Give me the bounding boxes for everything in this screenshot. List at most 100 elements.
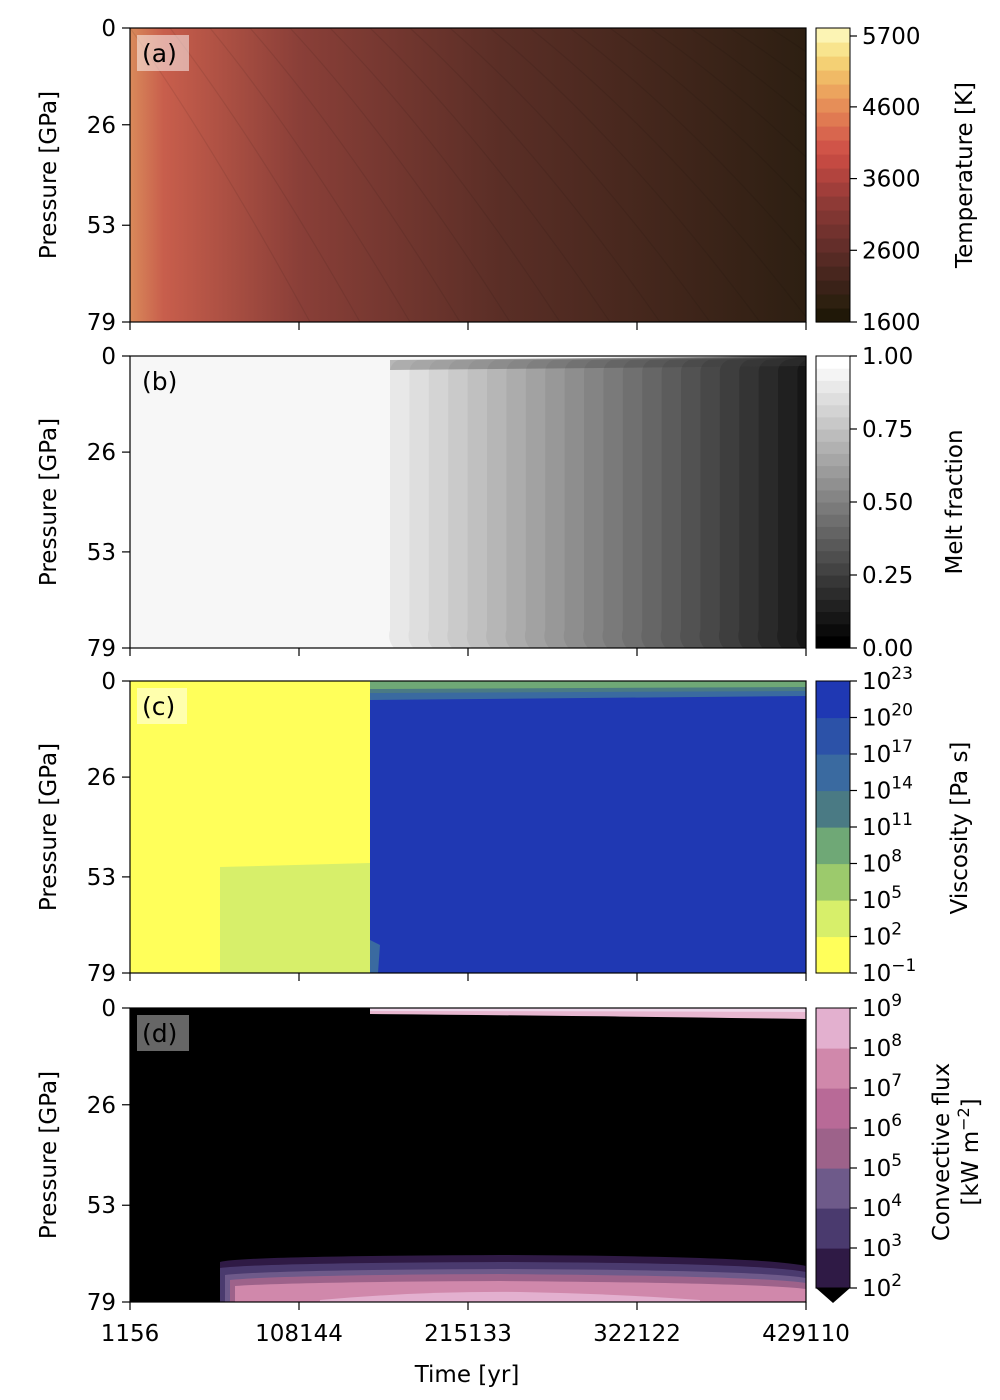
colorbar-temperature-band — [816, 224, 850, 239]
y-tick-label: 0 — [101, 16, 116, 42]
colorbar-viscosity-band — [816, 790, 850, 828]
y-tick-label: 0 — [101, 996, 116, 1022]
colorbar-viscosity-band — [816, 900, 850, 938]
colorbar-tick-label: 0.00 — [862, 636, 913, 662]
melt-top-layer — [390, 356, 806, 370]
colorbar-temperature-band — [816, 84, 850, 99]
y-tick-label: 26 — [87, 1093, 116, 1119]
colorbar-melt-band — [816, 453, 850, 467]
temperature-field — [130, 28, 806, 322]
colorbar-temperature-band — [816, 112, 850, 127]
panel-a: (a) — [129, 27, 807, 323]
isotherm-line — [169, 28, 361, 322]
colorbar-melt-band — [816, 477, 850, 491]
colorbar-tick-label: 107 — [862, 1071, 902, 1102]
y-axis-label: Pressure [GPa] — [36, 1071, 62, 1239]
colorbar-temperature-band — [816, 28, 850, 43]
colorbar-melt-band — [816, 380, 850, 394]
colorbar-temperature-frame — [815, 27, 851, 323]
colorbar-melt-bands — [816, 356, 850, 649]
colorbar-tick-label: 2600 — [862, 238, 921, 264]
colorbar-flux-band — [816, 1168, 850, 1209]
colorbar-melt-band — [816, 368, 850, 381]
colorbar-viscosity-band — [816, 754, 850, 792]
colorbar-tick-label: 1014 — [862, 774, 913, 805]
colorbar-temperature-bands — [816, 28, 850, 323]
colorbar-melt-band — [816, 429, 850, 442]
colorbar-viscosity-band — [816, 936, 850, 974]
x-tick-label: 429110 — [762, 1321, 850, 1347]
panel-label-bg-c — [137, 688, 187, 724]
colorbar-temperature-band — [816, 154, 850, 169]
isotherm-line — [449, 28, 711, 322]
colorbar-melt-band — [816, 416, 850, 430]
colorbar-temperature-band — [816, 140, 850, 155]
colorbar-viscosity-bands — [816, 681, 850, 974]
y-tick-label: 79 — [87, 636, 116, 662]
colorbar-tick-label: 1600 — [862, 310, 921, 336]
colorbar-tick-label: 108 — [862, 1031, 902, 1062]
colorbar-tick-label: 0.50 — [862, 490, 913, 516]
colorbar-tick-label: 105 — [862, 883, 902, 914]
colorbar-temperature-band — [816, 42, 850, 57]
isotherm-line — [649, 28, 806, 158]
convective-flux-field — [130, 1008, 806, 1302]
colorbar-viscosity-band — [816, 717, 850, 755]
colorbar-temperature-band — [816, 308, 850, 323]
colorbar-melt-band — [816, 489, 850, 503]
y-axis-label: Pressure [GPa] — [36, 91, 62, 259]
colorbar-melt-label: Melt fraction — [942, 429, 968, 574]
colorbar-temperature-band — [816, 238, 850, 253]
colorbar-tick-label: 1020 — [862, 701, 913, 732]
colorbar-melt-band — [816, 623, 850, 637]
colorbar-tick-label: 109 — [862, 991, 902, 1022]
panel-d: (d) — [129, 1007, 807, 1303]
colorbar-melt-band — [816, 538, 850, 552]
colorbar-tick-label: 102 — [862, 920, 902, 951]
panel-label-b: (b) — [142, 367, 177, 396]
panel-b: (b) — [129, 355, 807, 649]
y-tick-label: 26 — [87, 113, 116, 139]
colorbar-tick-label: 1011 — [862, 810, 913, 841]
colorbar-tick-label: 0.75 — [862, 417, 913, 443]
isotherm-line — [209, 28, 411, 322]
colorbar-flux-band — [816, 1208, 850, 1249]
colorbar-melt-band — [816, 502, 850, 515]
colorbar-viscosity: Viscosity [Pa s] — [815, 680, 973, 974]
colorbar-tick-label: 108 — [862, 847, 902, 878]
colorbar-temperature-band — [816, 294, 850, 309]
colorbar-temperature-band — [816, 56, 850, 71]
colorbar-temperature-band — [816, 252, 850, 267]
y-tick-label: 53 — [87, 540, 116, 566]
colorbar-tick-label: 3600 — [862, 167, 921, 193]
colorbar-melt-band — [816, 550, 850, 564]
colorbar-flux-extend-arrow — [816, 1288, 850, 1303]
panel-label-c: (c) — [142, 692, 175, 721]
y-axes: 0 26 53 79 Pressure [GPa] 0 26 53 79 Pressure [GP… — [36, 16, 130, 1316]
y-axis-label: Pressure [GPa] — [36, 418, 62, 586]
colorbar-temperature-band — [816, 126, 850, 141]
y-tick-label: 26 — [87, 765, 116, 791]
colorbar-temperature-band — [816, 210, 850, 225]
colorbar-flux: Convective flux [kW m−2] — [815, 1007, 984, 1303]
colorbar-tick-label: 106 — [862, 1111, 902, 1142]
colorbar-viscosity-band — [816, 681, 850, 719]
colorbar-melt-band — [816, 599, 850, 613]
colorbar-melt-band — [816, 611, 850, 625]
colorbar-melt-band — [816, 392, 850, 406]
colorbar-melt-band — [816, 575, 850, 588]
colorbar-tick-label: 103 — [862, 1231, 902, 1262]
colorbar-melt-band — [816, 635, 850, 649]
colorbar-viscosity-band — [816, 827, 850, 865]
y-tick-label: 79 — [87, 310, 116, 336]
colorbar-temperature-band — [816, 266, 850, 281]
isotherm-line — [329, 28, 561, 322]
temperature-contours — [130, 28, 806, 322]
isotherm-line — [369, 28, 611, 322]
colorbar-flux-bands — [816, 1008, 850, 1289]
colorbar-tick-label: 105 — [862, 1151, 902, 1182]
y-tick-label: 26 — [87, 440, 116, 466]
isotherm-line — [569, 28, 806, 258]
colorbar-temperature-band — [816, 98, 850, 113]
